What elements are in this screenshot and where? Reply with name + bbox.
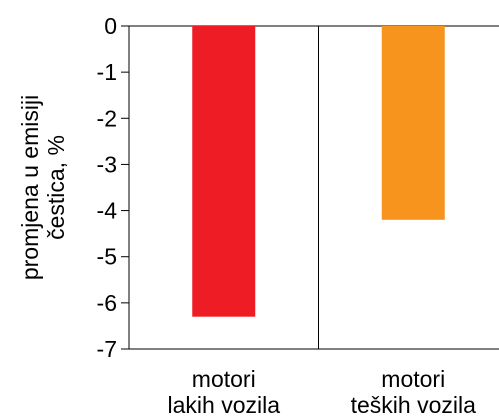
y-tick-label: -7	[97, 336, 117, 362]
y-tick-label: -3	[97, 151, 117, 177]
y-tick-label: -2	[97, 105, 117, 131]
x-axis-category-labels: motori lakih vozila motori teških vozila	[168, 366, 477, 418]
y-tick-label: -5	[97, 244, 117, 270]
y-axis-ticks: 0 -1 -2 -3 -4 -5 -6 -7	[97, 13, 129, 362]
y-tick-label: 0	[104, 13, 117, 39]
category-label: motori teških vozila	[351, 366, 476, 418]
category-label: motori lakih vozila	[168, 366, 281, 418]
bar-1	[192, 26, 255, 317]
y-axis-title: promjena u emisijičestica, %	[17, 95, 69, 280]
y-tick-label: -4	[97, 198, 118, 224]
bar-2	[382, 26, 445, 220]
y-tick-label: -1	[97, 59, 117, 85]
y-tick-label: -6	[97, 290, 117, 316]
